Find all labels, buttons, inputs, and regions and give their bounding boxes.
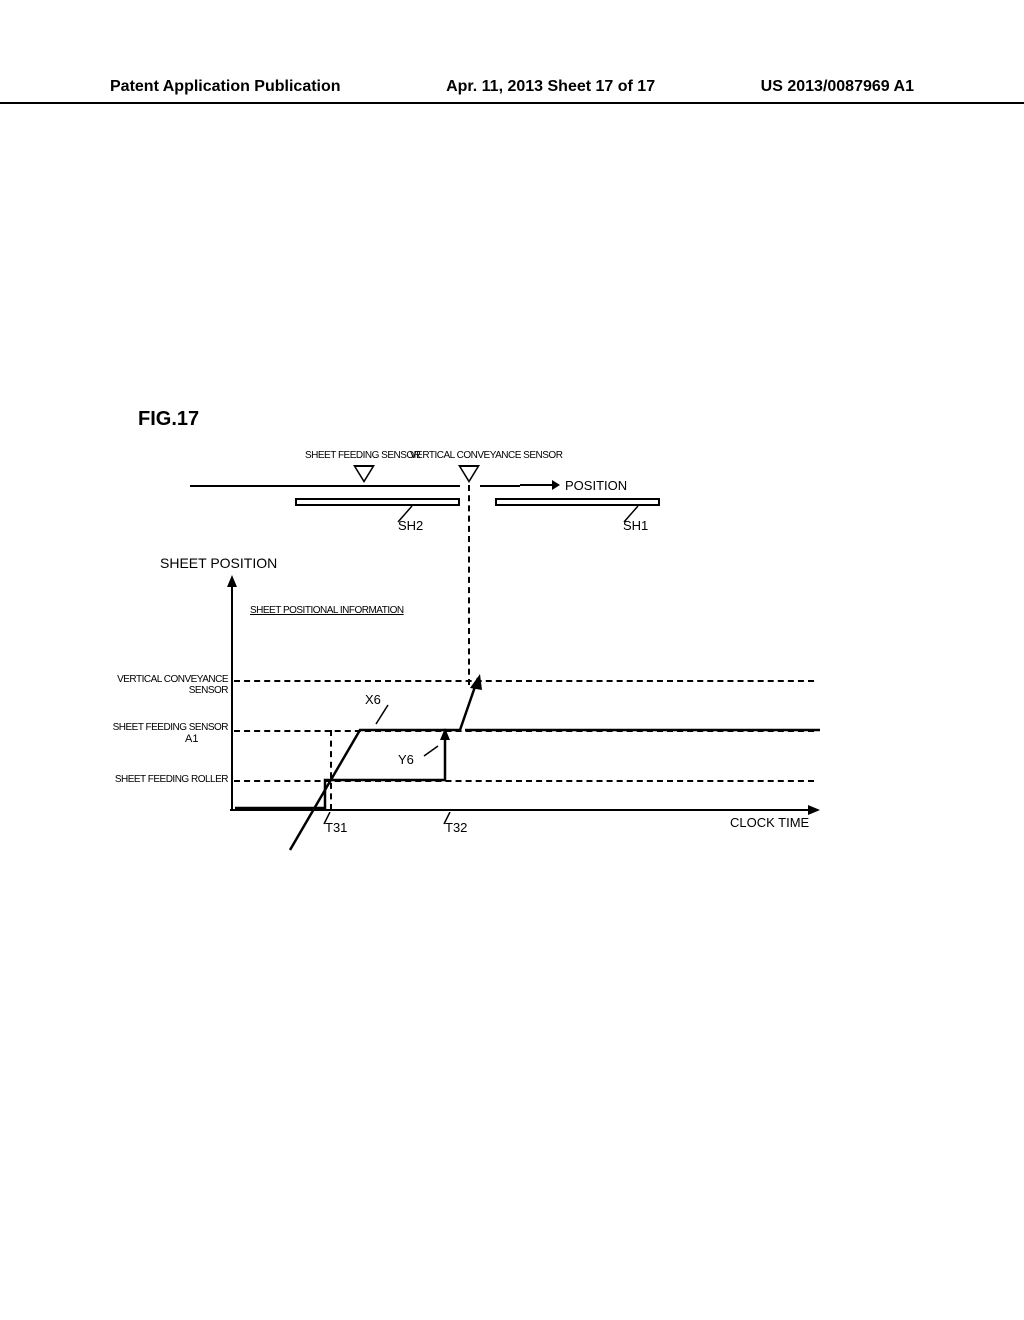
sensor2-icon [458, 465, 480, 483]
y-label-vertical-conveyance: VERTICAL CONVEYANCE SENSOR [100, 674, 228, 696]
figure-label: FIG.17 [138, 408, 199, 431]
sh2-rect [295, 498, 460, 506]
x-label-t32: T32 [445, 820, 467, 835]
diagram-container: SHEET FEEDING SENSOR VERTICAL CONVEYANCE… [100, 450, 920, 870]
y-axis-title: SHEET POSITION [160, 555, 277, 571]
top-line-right [480, 485, 520, 487]
page-header: Patent Application Publication Apr. 11, … [0, 78, 1024, 104]
dashed-level-sheet-feeding-sensor [234, 730, 814, 732]
y-label-a1: A1 [185, 733, 198, 745]
sh1-rect [495, 498, 660, 506]
sh1-label: SH1 [623, 518, 648, 533]
top-line-left [190, 485, 460, 487]
dashed-level-vertical-conveyance [234, 680, 814, 682]
x-label-t31: T31 [325, 820, 347, 835]
annotation-y6: Y6 [398, 752, 414, 767]
x-axis-label: CLOCK TIME [730, 815, 809, 830]
sensor2-label: VERTICAL CONVEYANCE SENSOR [410, 450, 562, 461]
t31-dashed-vertical [330, 730, 332, 810]
annotation-x6: X6 [365, 692, 381, 707]
graph-subtitle: SHEET POSITIONAL INFORMATION [250, 605, 404, 616]
header-right: US 2013/0087969 A1 [761, 78, 914, 96]
y-label-sheet-feeding-roller: SHEET FEEDING ROLLER [108, 774, 228, 785]
position-arrow-icon [520, 478, 560, 492]
sensor2-dashed-vertical [468, 485, 470, 685]
sensor1-label: SHEET FEEDING SENSOR [305, 450, 420, 461]
position-label: POSITION [565, 478, 627, 493]
y-label-sheet-feeding-sensor: SHEET FEEDING SENSOR [108, 722, 228, 733]
header-center: Apr. 11, 2013 Sheet 17 of 17 [446, 78, 655, 96]
dashed-level-sheet-feeding-roller [234, 780, 814, 782]
sensor1-icon [353, 465, 375, 483]
sh2-label: SH2 [398, 518, 423, 533]
header-left: Patent Application Publication [110, 78, 341, 96]
